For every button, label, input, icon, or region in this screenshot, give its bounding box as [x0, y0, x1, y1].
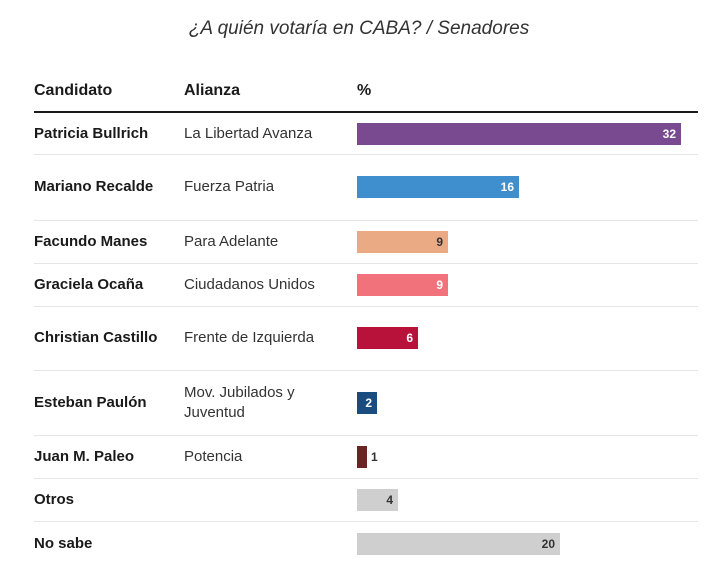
candidate-label: Patricia Bullrich — [34, 124, 149, 142]
bar — [357, 273, 448, 296]
bar — [357, 488, 398, 511]
alliance-label: La Libertad Avanza — [184, 124, 313, 142]
bar-value-label: 1 — [371, 449, 378, 464]
table-row: Mariano Recalde Fuerza Patria 16 — [34, 154, 698, 221]
table-row: Graciela Ocaña Ciudadanos Unidos 9 — [34, 263, 698, 307]
bar-value-label: 32 — [662, 126, 676, 141]
alliance-label: Fuerza Patria — [184, 178, 275, 195]
table-row: Patricia Bullrich La Libertad Avanza 32 — [34, 113, 698, 155]
candidate-label: Christian Castillo — [34, 329, 158, 346]
table-row: Esteban Paulón Mov. Jubilados y Juventud 2 — [34, 370, 698, 436]
header-candidate: Candidato — [34, 82, 113, 99]
header-alliance: Alianza — [184, 82, 241, 99]
chart-title: ¿A quién votaría en CABA? / Senadores — [188, 18, 530, 39]
candidate-label: Facundo Manes — [34, 232, 148, 250]
alliance-label: Para Adelante — [184, 232, 279, 250]
bar — [357, 327, 418, 349]
candidate-label: Otros — [34, 490, 75, 508]
alliance-label: Frente de Izquierda — [184, 329, 315, 346]
table-row: No sabe 20 — [34, 521, 698, 566]
bar-value-label: 4 — [386, 492, 393, 507]
bar-value-label: 20 — [541, 536, 555, 551]
candidate-label: Graciela Ocaña — [34, 275, 144, 293]
table-row: Facundo Manes Para Adelante 9 — [34, 220, 698, 264]
candidate-label: Mariano Recalde — [34, 178, 154, 195]
table-header: Candidato Alianza % — [34, 78, 698, 113]
bar — [357, 122, 681, 145]
candidate-label: No sabe — [34, 534, 93, 552]
header-percent: % — [357, 82, 372, 99]
alliance-label: Ciudadanos Unidos — [184, 275, 315, 293]
bar-value-label: 9 — [436, 234, 443, 249]
alliance-label: Potencia — [184, 447, 243, 465]
bar-value-label: 2 — [365, 395, 372, 410]
bar — [357, 391, 377, 414]
bar — [357, 176, 519, 198]
bar-value-label: 9 — [436, 277, 443, 292]
candidate-label: Juan M. Paleo — [34, 447, 135, 465]
bar-value-label: 6 — [406, 331, 413, 345]
table-row: Christian Castillo Frente de Izquierda 6 — [34, 306, 698, 371]
bar — [357, 445, 367, 468]
table-row: Otros 4 — [34, 478, 698, 522]
bar — [357, 230, 448, 253]
bar-value-label: 16 — [500, 180, 514, 194]
alliance-label: Mov. Jubilados y Juventud — [184, 383, 295, 421]
candidate-label: Esteban Paulón — [34, 393, 147, 411]
bar — [357, 532, 560, 555]
table-row: Juan M. Paleo Potencia 1 — [34, 435, 698, 479]
